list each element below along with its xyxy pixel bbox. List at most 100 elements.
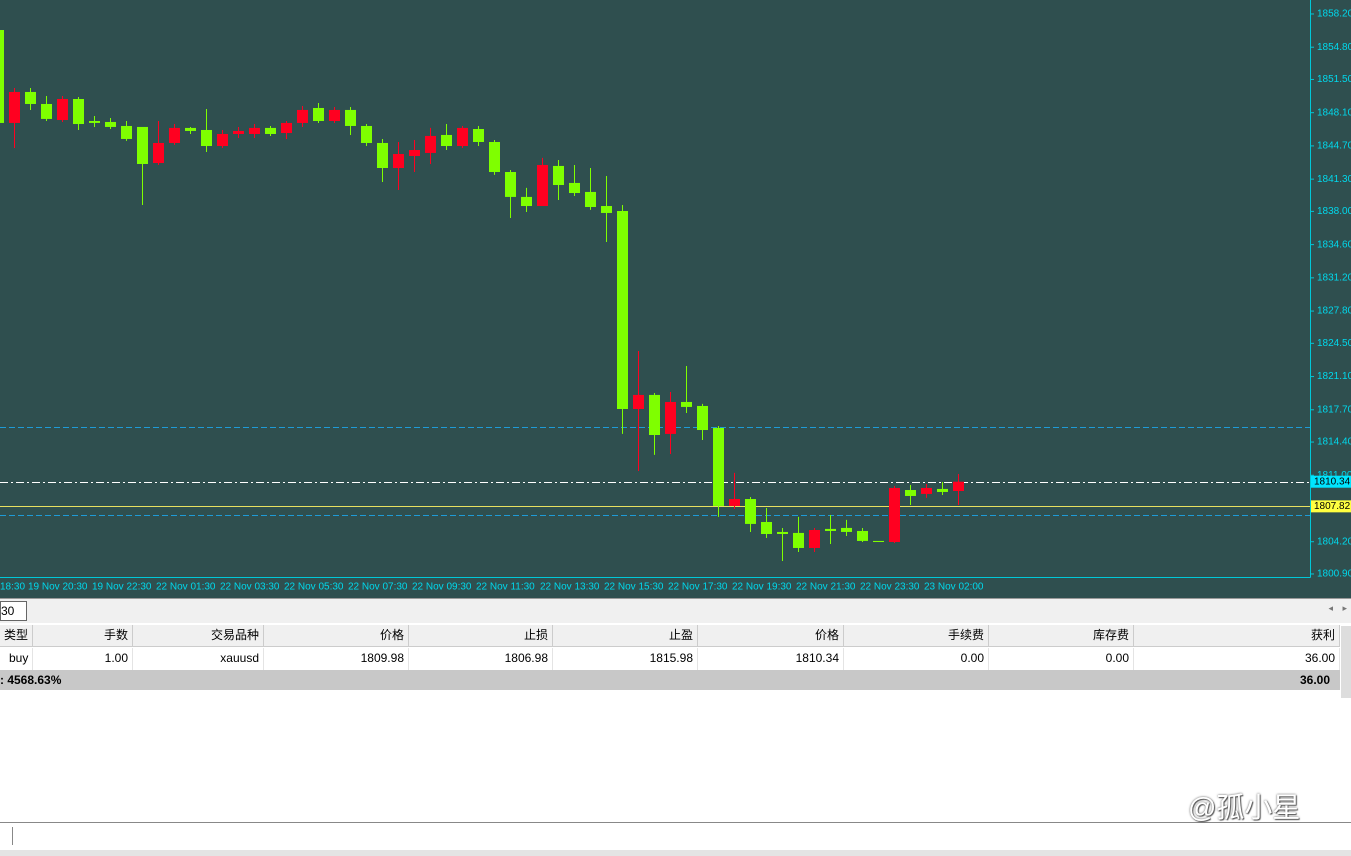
candle-body <box>457 127 468 147</box>
x-tick-label: 22 Nov 15:30 <box>604 582 664 593</box>
price-label-bg <box>1311 475 1351 488</box>
table-cell: 手续费 <box>844 625 989 647</box>
table-cell: 止损 <box>409 625 553 647</box>
candle-body <box>601 206 612 213</box>
table-cell: 36.00 <box>1299 673 1330 687</box>
candle-body <box>201 129 212 147</box>
candle-body <box>441 134 452 147</box>
candle-body <box>793 532 804 548</box>
candle-body <box>473 129 484 143</box>
tab-bar: 30 ◂ ▸ <box>0 598 1351 623</box>
candle-body <box>873 540 884 543</box>
candle-body <box>329 109 340 121</box>
y-tick-label: 1831.20 <box>1317 272 1351 283</box>
candle-body <box>73 99 84 125</box>
candle-body <box>153 142 164 164</box>
candle-body <box>105 121 116 127</box>
candle-body <box>729 499 740 506</box>
x-tick-label: 22 Nov 09:30 <box>412 582 472 593</box>
y-tick-label: 1848.10 <box>1317 107 1351 118</box>
candle-body <box>281 122 292 134</box>
candle-body <box>713 427 724 506</box>
y-tick-label: 1854.80 <box>1317 42 1351 53</box>
candle-body <box>809 529 820 548</box>
x-tick-label: 22 Nov 05:30 <box>284 582 344 593</box>
candle-body <box>585 191 596 207</box>
candle-body <box>649 394 660 435</box>
table-cell: 1809.98 <box>264 648 409 670</box>
candle-body <box>361 125 372 143</box>
chart-bg <box>0 0 1351 598</box>
y-tick-label: 1814.40 <box>1317 437 1351 448</box>
y-tick-label: 1804.20 <box>1317 536 1351 547</box>
candle-body <box>505 172 516 197</box>
candle-body <box>697 405 708 431</box>
x-tick-label: 22 Nov 23:30 <box>860 582 920 593</box>
y-tick-label: 1821.10 <box>1317 371 1351 382</box>
candle-body <box>169 127 180 143</box>
candle-body <box>569 182 580 194</box>
candle-body <box>921 487 932 494</box>
table-cell: buy <box>0 648 33 670</box>
candle-body <box>185 127 196 131</box>
x-tick-label: 22 Nov 01:30 <box>156 582 216 593</box>
candle-body <box>937 488 948 492</box>
table-cell: 1810.34 <box>698 648 844 670</box>
status-bar <box>0 822 1351 851</box>
candle-body <box>393 154 404 168</box>
summary-row <box>0 670 1340 690</box>
candle-body <box>0 30 4 123</box>
x-tick-label: 22 Nov 11:30 <box>476 582 535 593</box>
chart: 1858.20 1854.80 1851.50 1848.10 1844.70 1841.… <box>0 0 1351 598</box>
y-tick-label: 1811.00 <box>1317 470 1351 481</box>
candle-body <box>409 150 420 156</box>
candle-body <box>297 109 308 123</box>
candle-body <box>825 528 836 531</box>
watermark: @孤小星 <box>1188 792 1301 823</box>
candle-body <box>249 127 260 134</box>
table-cell: 0.00 <box>844 648 989 670</box>
candle-body <box>841 527 852 532</box>
candle-body <box>265 127 276 134</box>
x-tick-label: 22 Nov 07:30 <box>348 582 408 593</box>
candle-body <box>521 196 532 207</box>
table-cell: 1.00 <box>33 648 133 670</box>
trade-table: 类型 手数 交易品种 价格 止损 止盈 价格 手续费 库存费 获利 buy 1.00 xauusd 180… <box>0 624 1351 822</box>
scroll-left[interactable]: ◂ <box>1328 603 1333 613</box>
candle-body <box>233 130 244 134</box>
x-tick-label: 18:30 <box>0 582 25 593</box>
x-tick-label: 22 Nov 21:30 <box>796 582 856 593</box>
candle-body <box>313 107 324 121</box>
table-cell: 获利 <box>1134 625 1340 647</box>
table-cell: 交易品种 <box>133 625 264 647</box>
y-tick-label: 1851.50 <box>1317 74 1351 85</box>
y-tick-label: 1827.80 <box>1317 306 1351 317</box>
candle-body <box>777 531 788 534</box>
separator <box>12 827 13 845</box>
candle-body <box>89 120 100 123</box>
candle-body <box>489 142 500 173</box>
y-tick-label: 1824.50 <box>1317 338 1351 349</box>
scrollbar[interactable] <box>1341 626 1351 698</box>
candle-body <box>57 99 68 121</box>
candle-body <box>553 165 564 186</box>
table-cell: 0.00 <box>989 648 1134 670</box>
tab[interactable]: 30 <box>0 601 27 621</box>
table-cell: 价格 <box>264 625 409 647</box>
table-cell: 36.00 <box>1134 648 1340 670</box>
candle-body <box>9 91 20 123</box>
y-tick-label: 1800.90 <box>1317 569 1351 580</box>
table-cell: 止盈 <box>553 625 698 647</box>
y-tick-label: 1841.30 <box>1317 174 1351 185</box>
candle-body <box>345 109 356 126</box>
scroll-right[interactable]: ▸ <box>1342 603 1347 613</box>
table-cell: 价格 <box>698 625 844 647</box>
candle-body <box>745 499 756 524</box>
table-cell: 1806.98 <box>409 648 553 670</box>
price-label: 1810.34 <box>1314 476 1351 487</box>
y-tick-label: 1834.60 <box>1317 239 1351 250</box>
candle-body <box>217 133 228 147</box>
x-tick-label: 22 Nov 13:30 <box>540 582 600 593</box>
x-tick-label: 22 Nov 03:30 <box>220 582 280 593</box>
